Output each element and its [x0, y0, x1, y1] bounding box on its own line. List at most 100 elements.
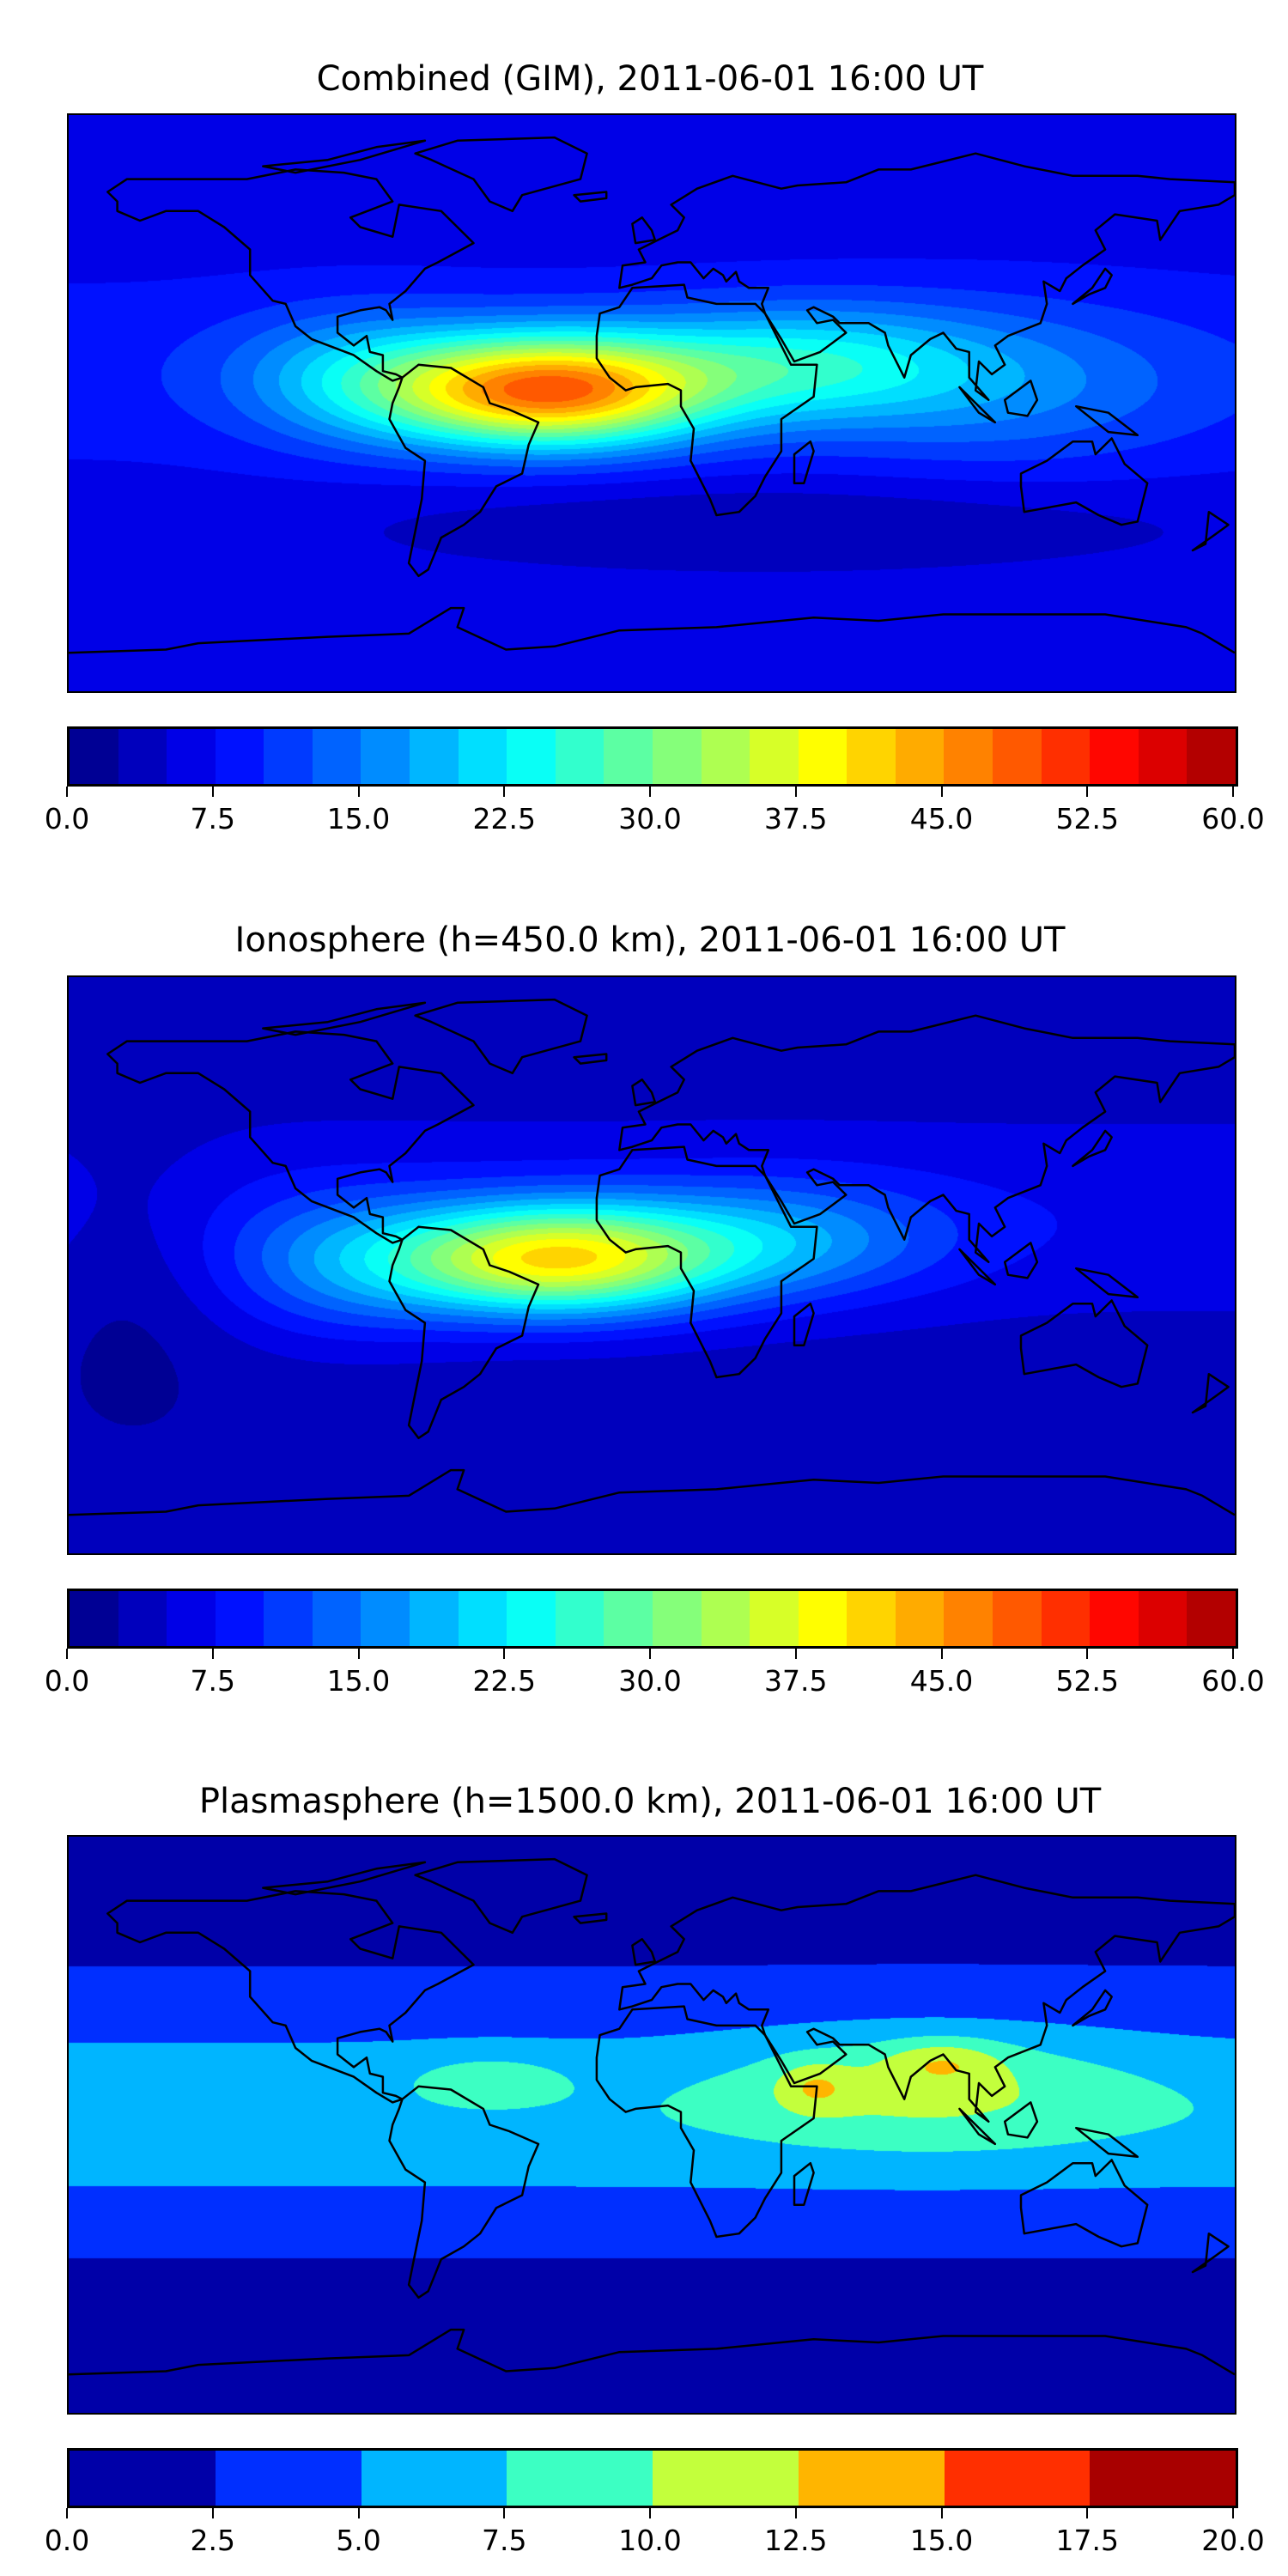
- colorbar-level-21: [1090, 729, 1139, 784]
- colorbar-level-14: [750, 1591, 799, 1646]
- colorbar-tick-label: 7.5: [190, 1664, 235, 1698]
- colorbar-tick-label: 0.0: [44, 802, 90, 835]
- colorbar-tick: [503, 1649, 506, 1659]
- colorbar-level-7: [410, 1591, 459, 1646]
- colorbar-level-20: [1041, 729, 1091, 784]
- coastline: [388, 2085, 540, 2300]
- colorbar-level-11: [604, 1591, 653, 1646]
- colorbar-level-13: [701, 1591, 750, 1646]
- colorbar-level-7: [410, 729, 459, 784]
- colorbar-tick: [357, 1649, 360, 1659]
- coastline: [595, 1145, 818, 1379]
- colorbar-level-14: [750, 729, 799, 784]
- colorbar-level-1: [118, 729, 167, 784]
- colorbar-tick: [794, 787, 797, 797]
- colorbar-level-20: [1041, 1591, 1091, 1646]
- colorbar-ticks-combined: 0.0 7.5 15.0 22.5 30.0 37.5 45.0 52.5 60.0: [45, 787, 1265, 838]
- tec-field-plasmasphere: [69, 1837, 1235, 2413]
- colorbar-tick: [66, 1649, 68, 1659]
- colorbar-level-6: [944, 2451, 1091, 2506]
- coastline: [573, 191, 608, 203]
- coastline: [631, 1078, 657, 1107]
- colorbar-tick: [794, 2508, 797, 2518]
- map-ionosphere: [67, 975, 1236, 1555]
- colorbar-level-19: [992, 729, 1042, 784]
- coastline: [1019, 1299, 1149, 1388]
- colorbar-level-19: [992, 1591, 1042, 1646]
- coastline: [1072, 1989, 1113, 2027]
- coastline: [1191, 510, 1230, 552]
- colorbar-level-22: [1138, 729, 1188, 784]
- colorbar-ticks-ionosphere: 0.0 7.5 15.0 22.5 30.0 37.5 45.0 52.5 60.0: [45, 1649, 1265, 1700]
- coastline: [106, 1030, 475, 1244]
- colorbar-tick-label: 22.5: [472, 1664, 536, 1698]
- coastline: [958, 2107, 997, 2146]
- colorbar-tick-label: 45.0: [909, 1664, 974, 1698]
- coastline: [414, 136, 588, 213]
- colorbar-level-6: [361, 729, 410, 784]
- coastline: [618, 1874, 1235, 2123]
- colorbar-tick: [211, 787, 214, 797]
- colorbar-tick-label: 20.0: [1201, 2524, 1265, 2557]
- coastline: [1074, 404, 1139, 437]
- coastline: [793, 440, 815, 484]
- colorbar-level-2: [167, 729, 216, 784]
- coastline: [573, 1053, 608, 1065]
- map-title-ionosphere: Ionosphere (h=450.0 km), 2011-06-01 16:0…: [234, 920, 1066, 960]
- coastline: [618, 152, 1235, 402]
- coastlines: [69, 1857, 1235, 2376]
- colorbar-level-9: [507, 1591, 556, 1646]
- colorbar-tick: [940, 2508, 943, 2518]
- colorbar-tick-label: 7.5: [482, 2524, 527, 2557]
- colorbar-tick: [211, 1649, 214, 1659]
- colorbar-tick: [649, 787, 651, 797]
- coastline: [1074, 1267, 1139, 1299]
- colorbar-level-4: [264, 729, 313, 784]
- colorbar-level-18: [944, 1591, 993, 1646]
- coastline: [631, 1938, 657, 1966]
- colorbar-tick-label: 0.0: [44, 2524, 90, 2557]
- tec-field-combined: [69, 115, 1235, 691]
- colorbar-level-22: [1138, 1591, 1188, 1646]
- coastline: [1191, 1372, 1230, 1414]
- colorbar-level-3: [507, 2451, 653, 2506]
- colorbar-level-1: [118, 1591, 167, 1646]
- colorbar-plasmasphere: [67, 2448, 1238, 2508]
- colorbar-tick-label: 60.0: [1201, 802, 1265, 835]
- colorbar-ticks-plasmasphere: 0.0 2.5 5.0 7.5 10.0 12.5 15.0 17.5 20.0: [45, 2508, 1265, 2560]
- colorbar-tick: [503, 2508, 506, 2518]
- colorbar-level-10: [555, 729, 605, 784]
- colorbar-tick: [1232, 2508, 1234, 2518]
- colorbar-level-16: [847, 1591, 896, 1646]
- coastline: [631, 216, 657, 245]
- colorbar-level-12: [652, 1591, 702, 1646]
- colorbar-level-10: [555, 1591, 605, 1646]
- colorbar-level-2: [361, 2451, 507, 2506]
- coastline: [1074, 2126, 1139, 2159]
- colorbar-level-17: [895, 729, 945, 784]
- colorbar-tick: [503, 787, 506, 797]
- coastline: [69, 606, 1235, 654]
- coastline: [958, 386, 997, 424]
- colorbar-level-23: [1187, 1591, 1236, 1646]
- colorbar-tick-label: 37.5: [764, 802, 828, 835]
- colorbar-level-8: [458, 729, 507, 784]
- colorbar-level-4: [264, 1591, 313, 1646]
- colorbar-level-15: [798, 1591, 848, 1646]
- coastline: [69, 2328, 1235, 2376]
- colorbar-tick: [1086, 2508, 1089, 2518]
- coastline: [69, 1468, 1235, 1516]
- colorbar-tick-label: 15.0: [909, 2524, 974, 2557]
- colorbar-level-4: [653, 2451, 799, 2506]
- colorbar-level-8: [458, 1591, 507, 1646]
- coastline: [595, 283, 818, 517]
- coastline: [414, 1857, 588, 1935]
- colorbar-level-5: [312, 729, 361, 784]
- colorbar-level-21: [1090, 1591, 1139, 1646]
- tec-field-ionosphere: [69, 977, 1235, 1553]
- coastline: [618, 1014, 1235, 1264]
- colorbar-tick-label: 30.0: [618, 1664, 682, 1698]
- colorbar-tick: [1232, 1649, 1234, 1659]
- colorbar-level-3: [215, 729, 264, 784]
- colorbar-level-5: [312, 1591, 361, 1646]
